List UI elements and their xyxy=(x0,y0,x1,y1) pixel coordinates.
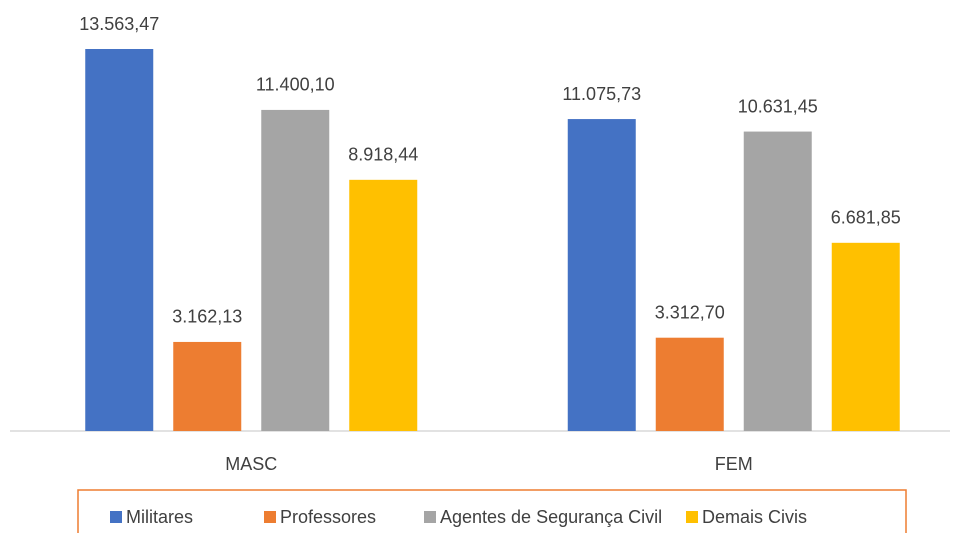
bar xyxy=(349,179,418,431)
data-label: 10.631,45 xyxy=(738,96,818,116)
data-label: 11.075,73 xyxy=(562,84,641,104)
data-label: 13.563,47 xyxy=(79,14,159,34)
bar xyxy=(261,109,330,432)
data-label: 3.312,70 xyxy=(655,302,725,322)
legend-swatch xyxy=(686,511,698,523)
legend-label: Demais Civis xyxy=(702,507,807,527)
data-label: 8.918,44 xyxy=(348,145,418,165)
bar xyxy=(567,119,636,431)
bar xyxy=(173,341,242,431)
bar xyxy=(831,242,900,431)
x-tick-label: MASC xyxy=(225,454,277,474)
legend-label: Agentes de Segurança Civil xyxy=(440,507,662,527)
x-tick-label: FEM xyxy=(715,454,753,474)
legend-swatch xyxy=(110,511,122,523)
bar xyxy=(655,337,724,431)
legend-label: Professores xyxy=(280,507,376,527)
data-label: 3.162,13 xyxy=(172,307,242,327)
legend-swatch xyxy=(264,511,276,523)
bar xyxy=(85,49,154,431)
legend-label: Militares xyxy=(126,507,193,527)
data-label: 6.681,85 xyxy=(831,208,901,228)
legend-swatch xyxy=(424,511,436,523)
data-label: 11.400,10 xyxy=(256,75,335,95)
legend-box xyxy=(77,489,907,533)
bar xyxy=(743,131,812,431)
